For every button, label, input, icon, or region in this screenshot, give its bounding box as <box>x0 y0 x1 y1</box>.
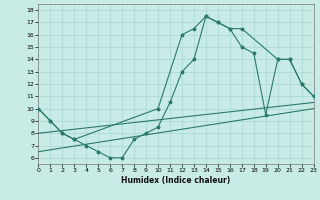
X-axis label: Humidex (Indice chaleur): Humidex (Indice chaleur) <box>121 176 231 185</box>
